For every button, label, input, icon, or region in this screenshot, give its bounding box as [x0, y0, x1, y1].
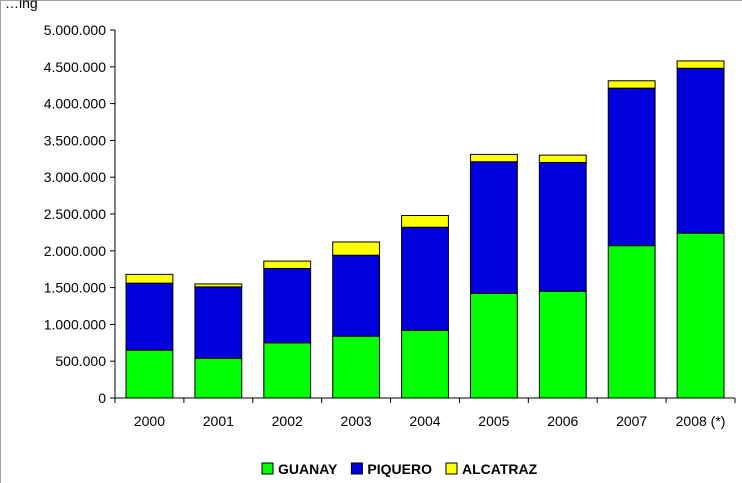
bar-guanay-2003	[332, 335, 381, 399]
chart-title-fragment: …ing	[5, 0, 38, 11]
bars	[125, 60, 725, 399]
y-tick-label: 0	[98, 390, 106, 406]
x-tick-label: 2008 (*)	[676, 413, 726, 429]
bar-alcatraz-2007	[607, 80, 656, 89]
bar-piquero-2006	[538, 161, 587, 292]
y-tick-label: 3.500.000	[44, 132, 106, 148]
bar-alcatraz-2008	[676, 60, 725, 69]
legend: GUANAY PIQUERO ALCATRAZ	[261, 461, 538, 477]
bar-alcatraz-2000	[125, 273, 174, 284]
bar-guanay-2008	[676, 232, 725, 399]
x-tick-label: 2001	[203, 413, 234, 429]
x-tick-label: 2007	[616, 413, 647, 429]
legend-swatch-alcatraz	[445, 462, 458, 475]
y-tick-label: 500.000	[55, 353, 106, 369]
legend-label-guanay: GUANAY	[278, 461, 338, 477]
y-tick-label: 4.000.000	[44, 96, 106, 112]
x-tick-label: 2006	[547, 413, 578, 429]
x-tick-label: 2000	[134, 413, 165, 429]
bar-alcatraz-2002	[263, 260, 312, 269]
legend-swatch-guanay	[261, 462, 274, 475]
bar-piquero-2007	[607, 87, 656, 247]
bar-alcatraz-2006	[538, 154, 587, 163]
bar-alcatraz-2005	[469, 153, 518, 163]
bar-piquero-2001	[194, 286, 243, 359]
y-tick-label: 5.000.000	[44, 22, 106, 38]
bar-piquero-2003	[332, 254, 381, 337]
bar-piquero-2004	[401, 226, 449, 331]
bar-guanay-2007	[607, 245, 656, 399]
bar-guanay-2006	[538, 290, 587, 399]
x-tick-label: 2004	[409, 413, 440, 429]
bar-alcatraz-2001	[194, 283, 243, 288]
x-tick-label: 2005	[478, 413, 509, 429]
bar-guanay-2004	[401, 329, 449, 399]
x-axis: 2000 2001 2002 2003 2004 2005 2006 2007 2008 (*)	[114, 397, 736, 429]
bar-alcatraz-2004	[401, 214, 449, 228]
bar-piquero-2008	[676, 67, 725, 234]
legend-label-alcatraz: ALCATRAZ	[462, 461, 538, 477]
legend-label-piquero: PIQUERO	[367, 461, 432, 477]
y-tick-label: 2.000.000	[44, 243, 106, 259]
bar-alcatraz-2003	[332, 241, 381, 256]
bar-piquero-2005	[469, 161, 518, 294]
y-tick-label: 2.500.000	[44, 206, 106, 222]
x-tick-label: 2002	[272, 413, 303, 429]
bar-guanay-2000	[125, 349, 174, 399]
legend-swatch-piquero	[350, 462, 363, 475]
y-tick-label: 1.000.000	[44, 316, 106, 332]
y-tick-label: 3.000.000	[44, 169, 106, 185]
x-tick-label: 2003	[341, 413, 372, 429]
bar-guanay-2001	[194, 357, 243, 399]
y-tick-label: 4.500.000	[44, 59, 106, 75]
y-tick-label: 1.500.000	[44, 280, 106, 296]
bar-piquero-2002	[263, 267, 312, 344]
bar-guanay-2005	[469, 292, 518, 399]
y-axis: 0 500.000 1.000.000 1.500.000 2.000.000 2.500…	[44, 22, 116, 406]
bar-guanay-2002	[263, 342, 312, 399]
bar-piquero-2000	[125, 282, 174, 351]
